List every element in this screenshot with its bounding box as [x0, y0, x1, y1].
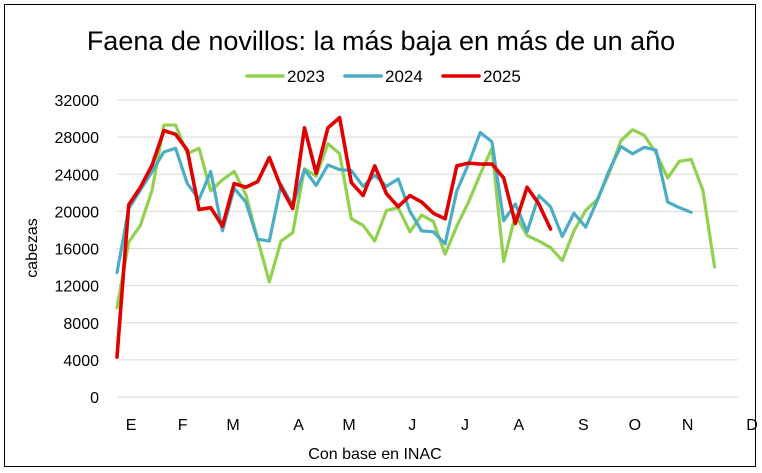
y-tick-label: 32000 [55, 93, 100, 110]
series-line-2023 [115, 123, 717, 310]
series-lines [115, 115, 717, 359]
y-tick-label: 4000 [63, 353, 99, 370]
x-tick-label: A [514, 417, 525, 434]
source-note: Con base en INAC [308, 446, 441, 463]
x-tick-label: A [293, 417, 304, 434]
x-tick-label: D [746, 417, 758, 434]
y-tick-label: 20000 [55, 204, 100, 221]
y-tick-label: 16000 [55, 242, 100, 259]
legend-label-2024: 2024 [385, 67, 423, 86]
chart-frame [4, 4, 756, 467]
x-tick-label: J [461, 417, 469, 434]
y-tick-label: 28000 [55, 130, 100, 147]
gridlines [117, 99, 738, 361]
x-tick-label: M [226, 417, 239, 434]
y-axis-label: cabezas [24, 218, 41, 278]
chart-title: Faena de novillos: la más baja en más de… [87, 26, 675, 56]
y-tick-label: 12000 [55, 279, 100, 296]
y-tick-label: 8000 [63, 316, 99, 333]
legend-label-2025: 2025 [483, 67, 521, 86]
y-tick-label: 24000 [55, 167, 100, 184]
y-tick-label: 0 [90, 390, 99, 407]
x-tick-label: O [629, 417, 641, 434]
x-tick-label: N [682, 417, 694, 434]
legend-label-2023: 2023 [287, 67, 325, 86]
series-line-2024 [115, 130, 693, 275]
x-tick-label: M [342, 417, 355, 434]
x-tick-label: S [578, 417, 589, 434]
legend: 2023 2024 2025 [245, 67, 521, 86]
x-tick-label: F [178, 417, 188, 434]
y-axis-ticks: 0 4000 8000 12000 16000 20000 24000 28000 32000 [55, 93, 100, 407]
series-line-2025 [115, 115, 553, 359]
x-tick-label: J [408, 417, 416, 434]
x-tick-label: E [126, 417, 137, 434]
